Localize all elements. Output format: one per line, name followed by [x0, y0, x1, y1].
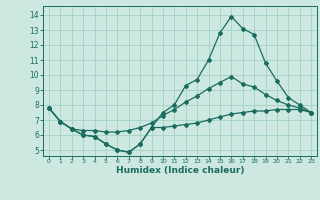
X-axis label: Humidex (Indice chaleur): Humidex (Indice chaleur) — [116, 166, 244, 175]
